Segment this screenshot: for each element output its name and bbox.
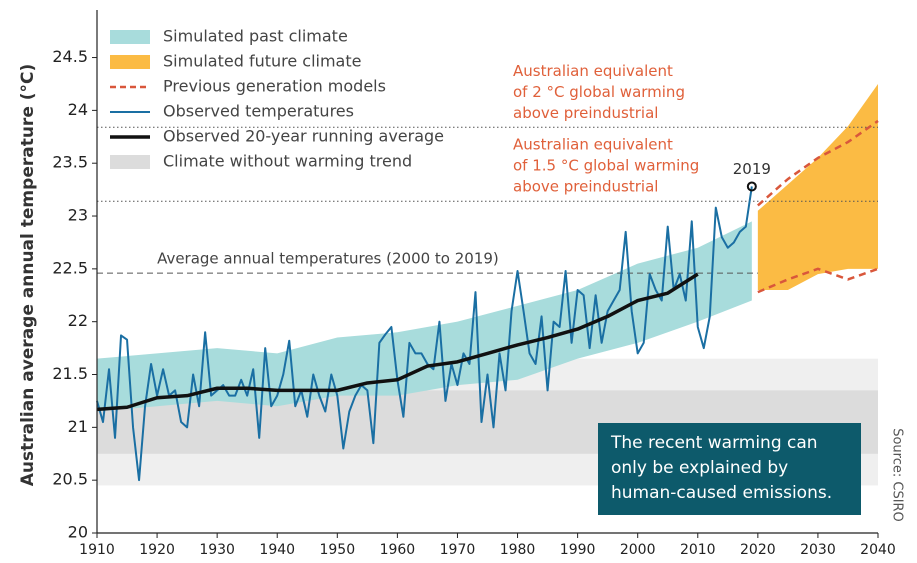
legend-label: Previous generation models xyxy=(163,77,386,96)
observed-line xyxy=(96,272,699,412)
y-tick-label: 22 xyxy=(68,311,88,330)
x-tick-label: 1970 xyxy=(440,542,476,558)
callout-text: human-caused emissions. xyxy=(611,483,832,503)
y-tick-label: 21 xyxy=(68,417,88,436)
x-tick-label: 1930 xyxy=(199,542,235,558)
x-tick-label: 2020 xyxy=(740,542,776,558)
legend-label: Climate without warming trend xyxy=(163,152,412,171)
legend-label: Simulated past climate xyxy=(163,27,348,46)
reference-label: above preindustrial xyxy=(513,104,658,122)
x-tick-label: 1980 xyxy=(500,542,536,558)
reference-label: of 1.5 °C global warming xyxy=(513,157,699,175)
callout-text: only be explained by xyxy=(611,458,788,478)
y-tick-label: 20 xyxy=(68,523,88,542)
previous-models-line xyxy=(757,119,879,207)
callout-box xyxy=(598,423,861,515)
x-tick-label: 2000 xyxy=(620,542,656,558)
legend-label: Observed 20-year running average xyxy=(163,127,444,146)
x-tick-label: 1910 xyxy=(79,542,115,558)
reference-label: Australian equivalent xyxy=(513,62,673,80)
x-tick-label: 2030 xyxy=(800,542,836,558)
x-tick-label: 2010 xyxy=(680,542,716,558)
simulated-band xyxy=(97,221,752,412)
x-tick-label: 1990 xyxy=(560,542,596,558)
reference-label: above preindustrial xyxy=(513,178,658,196)
legend-label: Observed temperatures xyxy=(163,102,354,121)
x-tick-label: 1950 xyxy=(319,542,355,558)
y-tick-label: 22.5 xyxy=(52,258,88,277)
legend-label: Simulated future climate xyxy=(163,52,361,71)
y-tick-label: 24 xyxy=(68,100,88,119)
y-tick-label: 21.5 xyxy=(52,364,88,383)
y-tick-label: 23.5 xyxy=(52,153,88,172)
y-tick-label: 20.5 xyxy=(52,470,88,489)
highlight-marker xyxy=(746,181,757,192)
observed-line xyxy=(96,186,753,482)
legend-swatch xyxy=(110,30,150,44)
reference-label: Average annual temperatures (2000 to 201… xyxy=(157,250,499,268)
y-tick-label: 23 xyxy=(68,206,88,225)
y-axis-label: Australian average annual temperature (°… xyxy=(18,64,38,487)
reference-label: of 2 °C global warming xyxy=(513,83,685,101)
y-tick-label: 24.5 xyxy=(52,47,88,66)
highlight-label: 2019 xyxy=(733,160,771,178)
x-tick-label: 1920 xyxy=(139,542,175,558)
source: Source: CSIRO xyxy=(890,428,905,522)
previous-models-line xyxy=(757,267,879,294)
callout-text: The recent warming can xyxy=(610,433,818,453)
simulated-band xyxy=(757,83,878,290)
legend-swatch xyxy=(110,55,150,69)
x-tick-label: 2040 xyxy=(860,542,896,558)
reference-label: Australian equivalent xyxy=(513,136,673,154)
legend-swatch xyxy=(110,155,150,169)
x-tick-label: 1940 xyxy=(259,542,295,558)
x-tick-label: 1960 xyxy=(380,542,416,558)
